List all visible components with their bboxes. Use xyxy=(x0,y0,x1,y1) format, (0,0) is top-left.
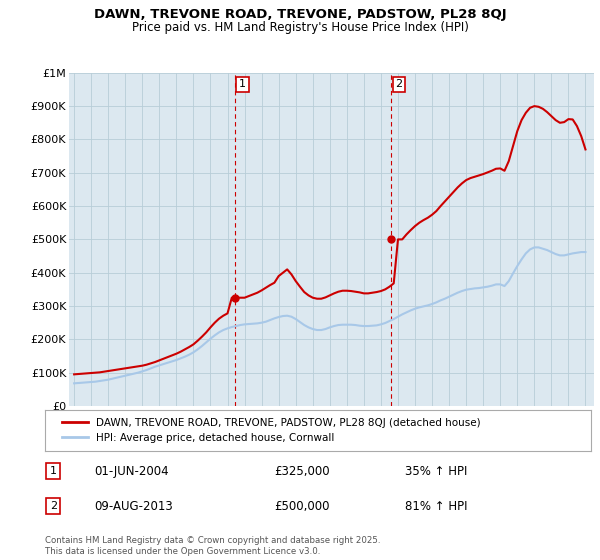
Text: 2: 2 xyxy=(395,80,403,90)
Text: 1: 1 xyxy=(50,466,56,476)
Text: 2: 2 xyxy=(50,501,57,511)
Text: 09-AUG-2013: 09-AUG-2013 xyxy=(94,500,173,512)
Legend: DAWN, TREVONE ROAD, TREVONE, PADSTOW, PL28 8QJ (detached house), HPI: Average pr: DAWN, TREVONE ROAD, TREVONE, PADSTOW, PL… xyxy=(56,412,487,450)
Text: 81% ↑ HPI: 81% ↑ HPI xyxy=(406,500,468,512)
Text: 35% ↑ HPI: 35% ↑ HPI xyxy=(406,465,468,478)
Text: £325,000: £325,000 xyxy=(274,465,330,478)
Text: Price paid vs. HM Land Registry's House Price Index (HPI): Price paid vs. HM Land Registry's House … xyxy=(131,21,469,34)
Text: Contains HM Land Registry data © Crown copyright and database right 2025.
This d: Contains HM Land Registry data © Crown c… xyxy=(45,536,380,556)
Text: 01-JUN-2004: 01-JUN-2004 xyxy=(94,465,169,478)
Text: £500,000: £500,000 xyxy=(274,500,330,512)
Text: 1: 1 xyxy=(239,80,246,90)
Text: DAWN, TREVONE ROAD, TREVONE, PADSTOW, PL28 8QJ: DAWN, TREVONE ROAD, TREVONE, PADSTOW, PL… xyxy=(94,8,506,21)
